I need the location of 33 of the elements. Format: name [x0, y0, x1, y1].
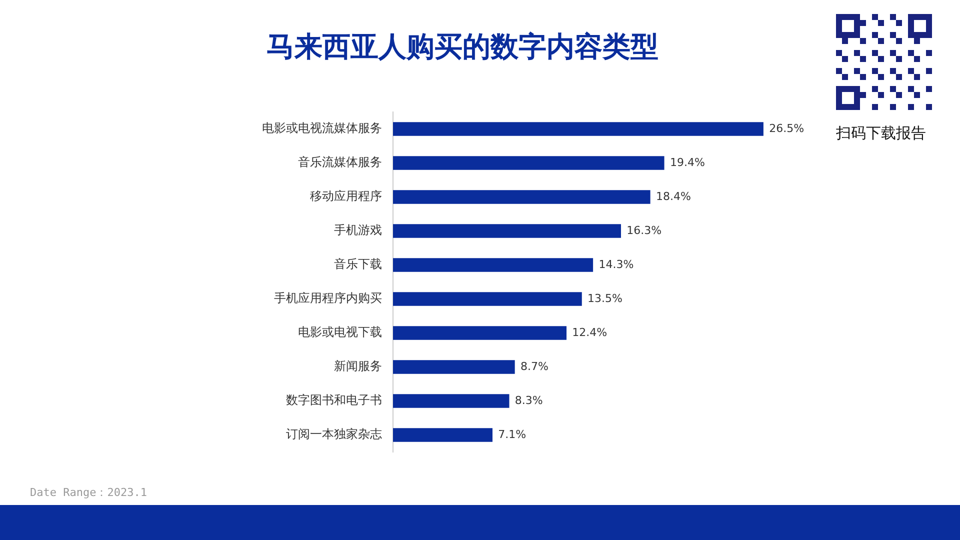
y-tick-label: 手机应用程序内购买 — [274, 291, 382, 306]
y-tick-label: 音乐下载 — [334, 257, 382, 272]
text: Date Range：2023.1 — [30, 485, 147, 500]
bar — [393, 292, 582, 306]
bar — [393, 428, 492, 442]
data-label: 18.4% — [656, 190, 691, 203]
bar — [393, 190, 650, 204]
data-label: 8.7% — [520, 360, 548, 373]
data-label: 16.3% — [626, 224, 662, 237]
y-tick-label: 电影或电视下载 — [298, 325, 382, 340]
y-tick-label: 电影或电视流媒体服务 — [262, 121, 382, 136]
y-tick-label: 手机游戏 — [334, 223, 382, 238]
bar — [393, 326, 567, 340]
bar — [393, 394, 510, 408]
y-tick-label: 数字图书和电子书 — [286, 393, 382, 408]
data-label: 26.5% — [769, 122, 804, 135]
data-label: 14.3% — [598, 258, 634, 271]
y-tick-label: 订阅一本独家杂志 — [286, 427, 382, 442]
bar — [393, 224, 621, 238]
bar — [393, 258, 594, 272]
data-label: 12.4% — [572, 326, 608, 339]
data-label: 8.3% — [514, 394, 543, 407]
bar — [393, 360, 515, 374]
y-tick-label: 音乐流媒体服务 — [298, 155, 382, 170]
bar — [393, 156, 664, 170]
data-label: 19.4% — [670, 156, 705, 169]
y-tick-label: 移动应用程序 — [310, 189, 382, 204]
data-label: 13.5% — [588, 292, 623, 305]
bar — [393, 122, 764, 136]
chart-title: 马来西亚人购买的数字内容类型 — [266, 29, 660, 65]
y-tick-label: 新闻服务 — [334, 359, 382, 374]
text: 扫码下载报告 — [836, 124, 926, 143]
data-label: 7.1% — [498, 428, 526, 441]
